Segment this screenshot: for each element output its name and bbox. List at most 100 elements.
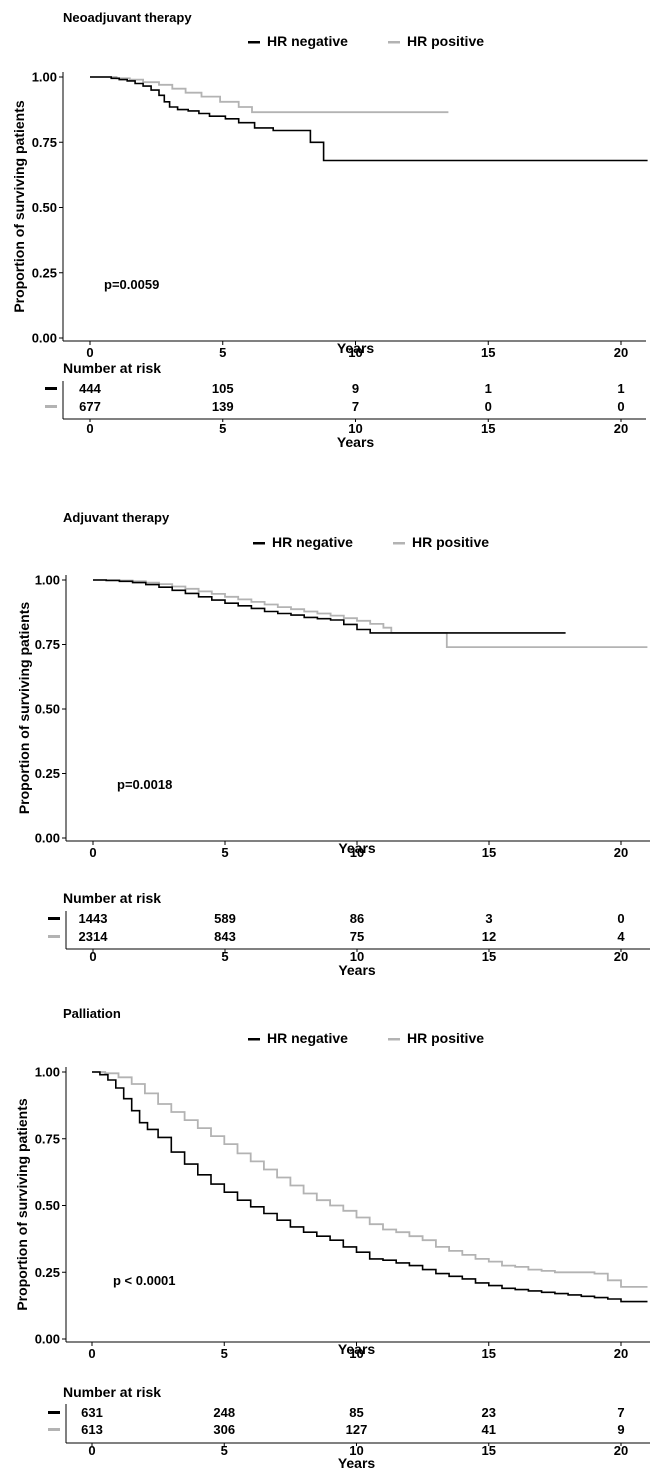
survival-curve-hr-positive (90, 76, 449, 114)
risk-x-tick-label: 10 (348, 421, 362, 436)
risk-x-tick-label: 0 (86, 421, 93, 436)
risk-count: 589 (214, 911, 236, 926)
chart-title: Neoadjuvant therapy (63, 10, 192, 25)
survival-curve-hr-positive (92, 1071, 648, 1288)
y-tick-label: 1.00 (35, 1065, 60, 1080)
y-tick-label: 0.25 (32, 265, 57, 280)
y-tick-label: 0.50 (35, 1198, 60, 1213)
risk-count: 843 (214, 929, 236, 944)
y-tick-label: 0.75 (32, 135, 57, 150)
risk-count: 12 (482, 929, 496, 944)
risk-x-tick-label: 5 (221, 1443, 228, 1458)
risk-count: 613 (81, 1422, 103, 1437)
legend-label: HR negative (272, 534, 353, 550)
risk-count: 105 (212, 381, 234, 396)
y-tick-label: 0.00 (32, 331, 57, 346)
risk-row-swatch-hr-negative (45, 387, 57, 390)
x-tick-label: 5 (221, 845, 228, 860)
risk-count: 1443 (79, 911, 108, 926)
risk-table-header: Number at risk (63, 360, 161, 376)
x-tick-label: 10 (349, 1346, 363, 1361)
risk-count: 127 (346, 1422, 368, 1437)
x-tick-label: 20 (614, 845, 628, 860)
p-value-annotation: p=0.0059 (104, 277, 159, 292)
risk-count: 23 (482, 1405, 496, 1420)
risk-count: 0 (617, 911, 624, 926)
risk-x-tick-label: 0 (89, 949, 96, 964)
risk-x-tick-label: 20 (614, 949, 628, 964)
risk-count: 85 (349, 1405, 363, 1420)
legend-label: HR positive (412, 534, 489, 550)
risk-x-tick-label: 15 (482, 949, 496, 964)
risk-count: 75 (350, 929, 364, 944)
x-tick-label: 20 (614, 345, 628, 360)
x-tick-label: 15 (482, 1346, 496, 1361)
survival-curve-hr-negative (92, 1071, 648, 1303)
risk-row-swatch-hr-negative (48, 917, 60, 920)
y-tick-label: 0.00 (35, 1332, 60, 1347)
risk-count: 7 (617, 1405, 624, 1420)
y-axis-label: Proportion of surviving patients (11, 100, 27, 313)
y-tick-label: 1.00 (35, 573, 60, 588)
chart-panel-3: Palliation HR negative HR positive 0.00 0.25… (14, 1006, 650, 1471)
risk-count: 9 (617, 1422, 624, 1437)
risk-table-header: Number at risk (63, 1384, 161, 1400)
y-tick-label: 0.00 (35, 831, 60, 846)
risk-count: 139 (212, 399, 234, 414)
x-tick-label: 0 (86, 345, 93, 360)
legend-swatch-hr-positive (388, 1038, 400, 1041)
risk-count: 3 (485, 911, 492, 926)
risk-row-swatch-hr-negative (48, 1411, 60, 1414)
x-tick-label: 20 (614, 1346, 628, 1361)
risk-table-header: Number at risk (63, 890, 161, 906)
risk-x-tick-label: 20 (614, 1443, 628, 1458)
legend-swatch-hr-negative (248, 1038, 260, 1041)
p-value-annotation: p < 0.0001 (113, 1273, 176, 1288)
survival-curve-hr-negative (90, 76, 648, 162)
risk-count: 7 (352, 399, 359, 414)
risk-count: 306 (213, 1422, 235, 1437)
legend-swatch-hr-negative (253, 542, 265, 545)
risk-count: 0 (617, 399, 624, 414)
risk-count: 444 (79, 381, 101, 396)
risk-x-axis-label: Years (338, 962, 376, 978)
y-tick-label: 0.50 (35, 702, 60, 717)
legend-label: HR positive (407, 1030, 484, 1046)
legend-label: HR negative (267, 1030, 348, 1046)
y-axis-label: Proportion of surviving patients (14, 1098, 30, 1311)
x-tick-label: 10 (350, 845, 364, 860)
x-tick-label: 15 (482, 845, 496, 860)
risk-count: 1 (485, 381, 492, 396)
risk-x-tick-label: 10 (350, 949, 364, 964)
risk-x-axis-label: Years (338, 1455, 376, 1471)
x-tick-label: 5 (221, 1346, 228, 1361)
legend-swatch-hr-positive (388, 41, 400, 44)
p-value-annotation: p=0.0018 (117, 777, 172, 792)
y-axis-label: Proportion of surviving patients (16, 602, 32, 815)
survival-curve-hr-positive (93, 579, 648, 648)
risk-row-swatch-hr-positive (48, 935, 60, 938)
legend-swatch-hr-positive (393, 542, 405, 545)
chart-title: Palliation (63, 1006, 121, 1021)
x-tick-label: 15 (481, 345, 495, 360)
x-tick-label: 10 (348, 345, 362, 360)
risk-count: 0 (485, 399, 492, 414)
risk-x-axis-label: Years (337, 434, 375, 450)
x-axis-label: Years (338, 1341, 376, 1357)
x-tick-label: 5 (219, 345, 226, 360)
risk-x-tick-label: 5 (221, 949, 228, 964)
x-axis-label: Years (337, 340, 375, 356)
y-tick-label: 0.25 (35, 766, 60, 781)
risk-x-tick-label: 10 (349, 1443, 363, 1458)
y-tick-label: 0.75 (35, 637, 60, 652)
risk-row-swatch-hr-positive (45, 405, 57, 408)
risk-row-swatch-hr-positive (48, 1428, 60, 1431)
y-tick-label: 1.00 (32, 70, 57, 85)
risk-count: 9 (352, 381, 359, 396)
chart-title: Adjuvant therapy (63, 510, 170, 525)
risk-x-tick-label: 20 (614, 421, 628, 436)
risk-x-tick-label: 15 (481, 421, 495, 436)
survival-curve-hr-negative (93, 579, 566, 634)
x-tick-label: 0 (88, 1346, 95, 1361)
